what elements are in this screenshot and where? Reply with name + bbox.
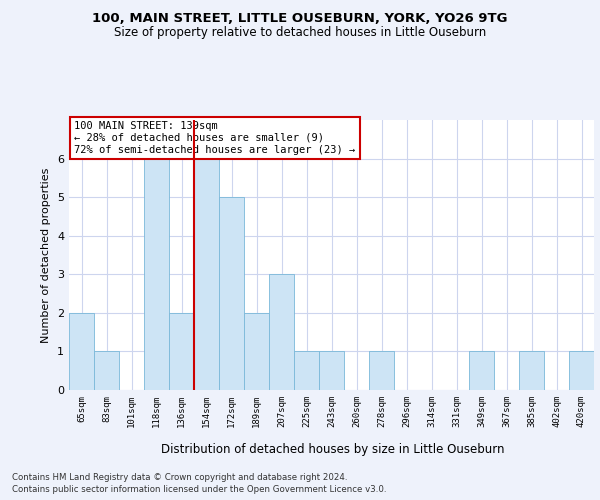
Y-axis label: Number of detached properties: Number of detached properties <box>41 168 52 342</box>
Bar <box>244 313 269 390</box>
Text: Contains public sector information licensed under the Open Government Licence v3: Contains public sector information licen… <box>12 485 386 494</box>
Bar <box>94 352 119 390</box>
Text: 100 MAIN STREET: 139sqm
← 28% of detached houses are smaller (9)
72% of semi-det: 100 MAIN STREET: 139sqm ← 28% of detache… <box>74 122 355 154</box>
Text: Size of property relative to detached houses in Little Ouseburn: Size of property relative to detached ho… <box>114 26 486 39</box>
Bar <box>294 352 319 390</box>
Text: Distribution of detached houses by size in Little Ouseburn: Distribution of detached houses by size … <box>161 442 505 456</box>
Bar <box>194 158 219 390</box>
Bar <box>144 158 169 390</box>
Bar <box>219 197 244 390</box>
Text: 100, MAIN STREET, LITTLE OUSEBURN, YORK, YO26 9TG: 100, MAIN STREET, LITTLE OUSEBURN, YORK,… <box>92 12 508 26</box>
Text: Contains HM Land Registry data © Crown copyright and database right 2024.: Contains HM Land Registry data © Crown c… <box>12 472 347 482</box>
Bar <box>569 352 594 390</box>
Bar <box>519 352 544 390</box>
Bar <box>169 313 194 390</box>
Bar <box>69 313 94 390</box>
Bar <box>469 352 494 390</box>
Bar <box>319 352 344 390</box>
Bar <box>369 352 394 390</box>
Bar <box>269 274 294 390</box>
